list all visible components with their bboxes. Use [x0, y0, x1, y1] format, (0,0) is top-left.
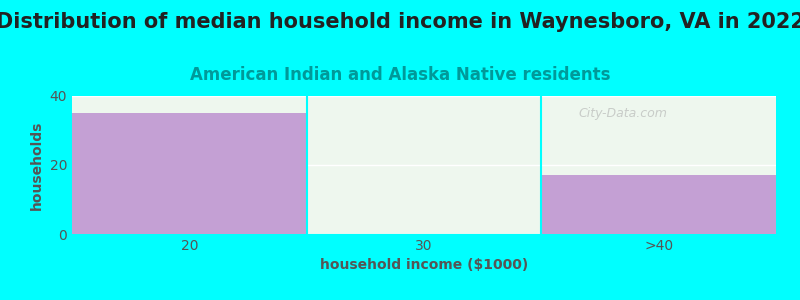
Text: American Indian and Alaska Native residents: American Indian and Alaska Native reside… [190, 66, 610, 84]
X-axis label: household income ($1000): household income ($1000) [320, 258, 528, 272]
Bar [542, 175, 776, 234]
Text: Distribution of median household income in Waynesboro, VA in 2022: Distribution of median household income … [0, 12, 800, 32]
Bar [72, 113, 306, 234]
Y-axis label: households: households [30, 120, 44, 210]
Text: City-Data.com: City-Data.com [579, 107, 668, 120]
